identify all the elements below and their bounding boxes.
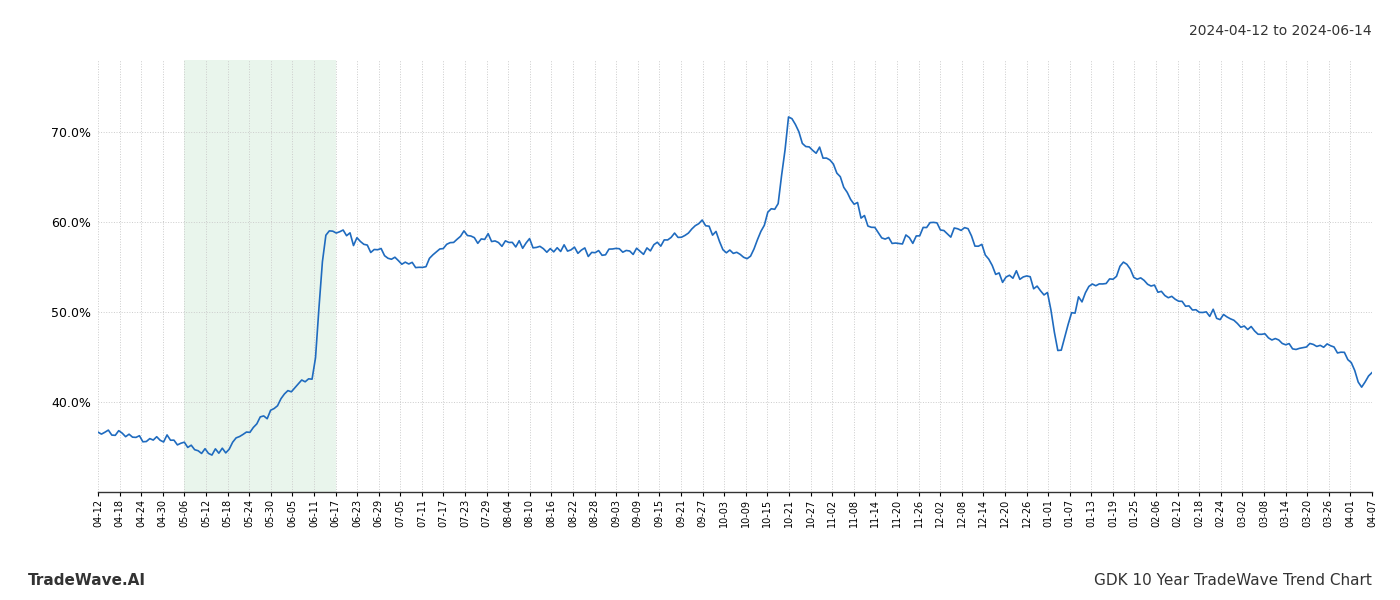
Text: TradeWave.AI: TradeWave.AI [28,573,146,588]
Text: GDK 10 Year TradeWave Trend Chart: GDK 10 Year TradeWave Trend Chart [1095,573,1372,588]
Text: 2024-04-12 to 2024-06-14: 2024-04-12 to 2024-06-14 [1190,24,1372,38]
Bar [185,60,336,492]
